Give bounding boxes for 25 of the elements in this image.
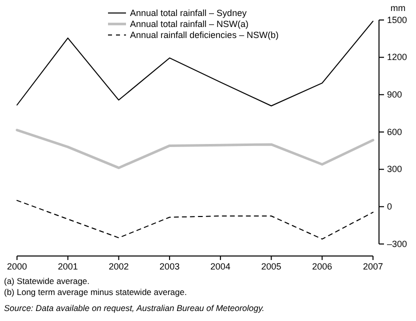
y-tick-label: 900 <box>387 90 402 100</box>
text: (b) Long term average minus statewide average. <box>4 287 187 297</box>
line-series <box>16 20 374 106</box>
x-tick-label: 2005 <box>261 261 282 272</box>
text: (a) Statewide average. <box>4 276 90 286</box>
source-note: Source: Data available on request, Australian Bureau of Meteorology. <box>4 303 264 313</box>
x-tick-label: 2007 <box>362 261 384 272</box>
x-tick-label: 2000 <box>6 261 28 272</box>
x-tick-label: 2003 <box>160 261 180 272</box>
line-series <box>16 128 374 170</box>
legend-label: Annual total rainfall – NSW(a) <box>130 19 249 29</box>
y-tick-label: 1500 <box>387 14 408 25</box>
line-series <box>16 200 374 240</box>
legend-label: Annual rainfall deficiencies – NSW(b) <box>130 30 279 40</box>
y-tick-label: 300 <box>387 164 402 174</box>
y-tick-label: 1200 <box>387 52 408 62</box>
y-tick-label: –300 <box>387 238 408 249</box>
y-tick-label: 600 <box>387 126 402 137</box>
y-axis-title: mm <box>390 3 406 13</box>
y-tick-label: 0 <box>387 202 392 212</box>
x-tick-label: 2006 <box>312 261 332 272</box>
x-tick-label: 2004 <box>210 261 230 272</box>
x-tick-label: 2001 <box>58 261 78 272</box>
legend-label: Annual total rainfall – Sydney <box>130 8 248 18</box>
x-tick-label: 2002 <box>108 261 129 272</box>
